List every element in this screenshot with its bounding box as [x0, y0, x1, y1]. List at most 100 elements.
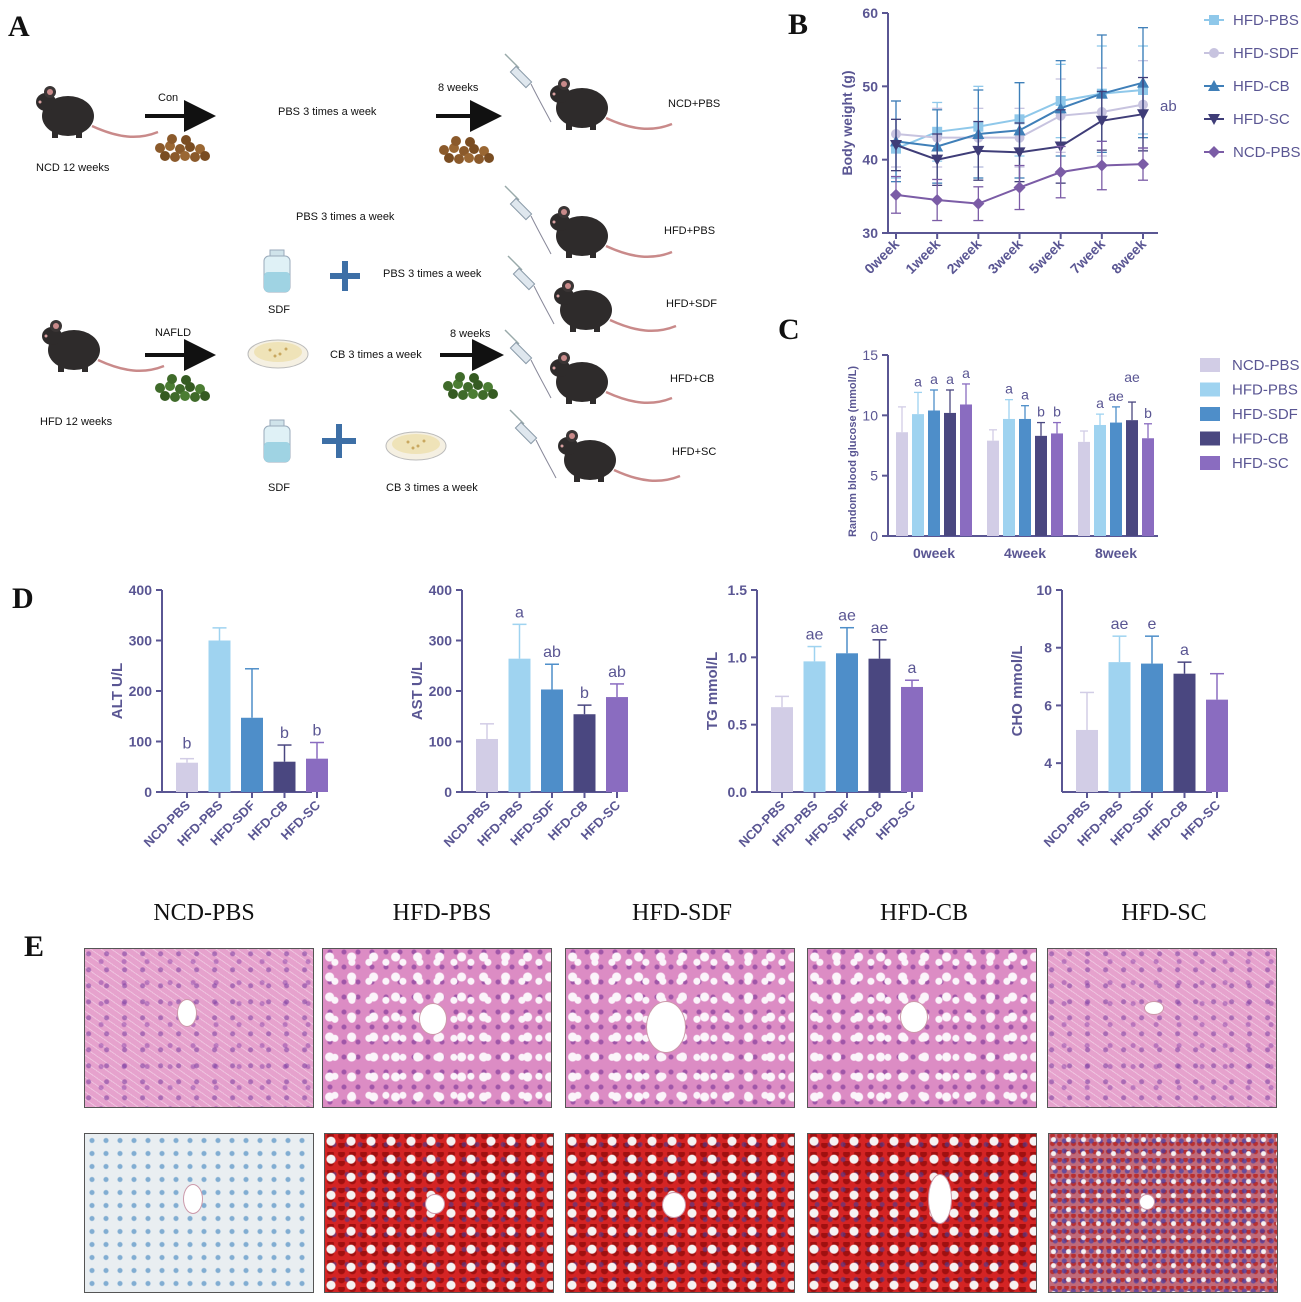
- y-tick-label: 100: [129, 734, 153, 750]
- sdf-bottle-icon-2: [263, 419, 291, 463]
- bar: [771, 707, 793, 792]
- x-tick-label: 7week: [1067, 236, 1108, 277]
- bar: [1035, 435, 1047, 536]
- hfd-pellets: [155, 374, 210, 402]
- y-tick-label: 6: [1044, 697, 1052, 713]
- y-tick-label: 200: [129, 683, 153, 699]
- eight-weeks-top: 8 weeks: [438, 82, 479, 94]
- legend-swatch: [1200, 431, 1220, 446]
- bar: [1051, 433, 1063, 536]
- significance-label: b: [1144, 405, 1152, 421]
- con-label: Con: [158, 92, 179, 104]
- legend-label: HFD-PBS: [1233, 12, 1299, 29]
- ncd-mouse: [34, 84, 160, 140]
- bar: [836, 653, 858, 792]
- y-tick-label: 300: [429, 633, 453, 649]
- oil-red-image-hfd-cb: [807, 1133, 1037, 1293]
- series-ncd-pbs: [890, 140, 1149, 222]
- legend-label: NCD-PBS: [1233, 144, 1301, 161]
- bar: [606, 697, 628, 792]
- syringe-icon-4: [504, 329, 552, 399]
- legend-item: HFD-PBS: [1204, 12, 1299, 29]
- significance-label: ae: [871, 620, 889, 637]
- y-axis-title: Random blood glucose (mmol/L): [847, 366, 859, 537]
- hist-title-hfd-sc: HFD-SC: [1121, 900, 1207, 926]
- significance-label: ae: [838, 608, 856, 625]
- bar: [912, 414, 924, 536]
- bar: [508, 658, 531, 792]
- hfd-cb-label: HFD+CB: [670, 373, 715, 385]
- series-hfd-sc: [890, 76, 1149, 186]
- significance-label: a: [515, 604, 524, 621]
- y-tick-label: 10: [1036, 582, 1052, 598]
- syringe-icon-3: [507, 255, 555, 325]
- data-point: [931, 194, 944, 206]
- y-tick-label: 0: [444, 784, 452, 800]
- legend-marker: [1209, 48, 1219, 58]
- bar: [1206, 699, 1228, 792]
- significance-label: ae: [806, 627, 824, 644]
- legend-item: HFD-SC: [1204, 111, 1290, 128]
- hfd-pbs-mouse: [548, 204, 674, 260]
- syringe-icon-5: [509, 409, 557, 479]
- he-image-hfd-pbs: [322, 948, 552, 1108]
- x-tick-label: 0week: [861, 236, 902, 277]
- legend-label: HFD-PBS: [1232, 382, 1298, 399]
- legend-marker: [1209, 15, 1219, 25]
- y-axis-title: TG mmol/L: [704, 652, 721, 730]
- legend-label: HFD-SC: [1232, 455, 1289, 472]
- bar: [1141, 663, 1163, 792]
- x-tick-label: 5week: [1026, 236, 1067, 277]
- significance-label: ab: [543, 644, 561, 661]
- legend-swatch: [1200, 456, 1220, 470]
- significance-label: a: [1005, 381, 1013, 397]
- eight-weeks-mid: 8 weeks: [450, 328, 491, 340]
- cb-label-2: CB 3 times a week: [386, 482, 478, 494]
- bar: [208, 640, 231, 792]
- bar: [1173, 673, 1196, 792]
- syringe-icon-2: [504, 185, 552, 255]
- panel-letter-c: C: [778, 313, 800, 346]
- bar: [541, 689, 563, 792]
- legend-marker: [1208, 80, 1220, 91]
- data-point: [1095, 115, 1108, 127]
- panel-letter-e: E: [24, 930, 45, 963]
- y-tick-label: 10: [862, 407, 878, 423]
- y-tick-label: 50: [862, 78, 878, 94]
- data-point: [1013, 147, 1026, 159]
- legend-item: HFD-SDF: [1204, 45, 1299, 62]
- y-tick-label: 15: [862, 347, 878, 363]
- significance-label: a: [1021, 387, 1029, 403]
- significance-label: a: [1180, 642, 1189, 659]
- hfd-mouse: [40, 318, 166, 374]
- data-point: [1054, 166, 1067, 179]
- bar: [960, 404, 972, 536]
- hfd-sdf-mouse: [552, 278, 678, 334]
- y-tick-label: 1.5: [728, 582, 748, 598]
- significance-label: e: [1148, 616, 1157, 633]
- bar: [868, 658, 891, 792]
- x-tick-label: 8week: [1108, 236, 1149, 277]
- bar: [1126, 420, 1138, 536]
- x-tick-label: 2week: [943, 236, 984, 277]
- legend-swatch: [1200, 358, 1220, 372]
- plus-icon-2: [322, 424, 356, 458]
- significance-label: b: [280, 725, 289, 742]
- he-image-hfd-cb: [807, 948, 1037, 1108]
- legend-label: NCD-PBS: [1232, 357, 1300, 374]
- significance-label: ae: [1108, 388, 1124, 404]
- significance-label: ab: [608, 664, 626, 681]
- bar: [803, 661, 826, 792]
- he-image-ncd-pbs: [84, 948, 314, 1108]
- y-tick-label: 40: [862, 152, 878, 168]
- significance-label: a: [962, 365, 970, 381]
- hist-title-hfd-sdf: HFD-SDF: [631, 900, 733, 926]
- hfd-sdf-label: HFD+SDF: [666, 298, 718, 310]
- he-image-hfd-sc: [1047, 948, 1277, 1108]
- schema-graphics: [34, 53, 682, 484]
- significance-label: ab: [1160, 98, 1177, 115]
- legend-label: HFD-CB: [1233, 78, 1290, 95]
- bar: [1019, 418, 1031, 536]
